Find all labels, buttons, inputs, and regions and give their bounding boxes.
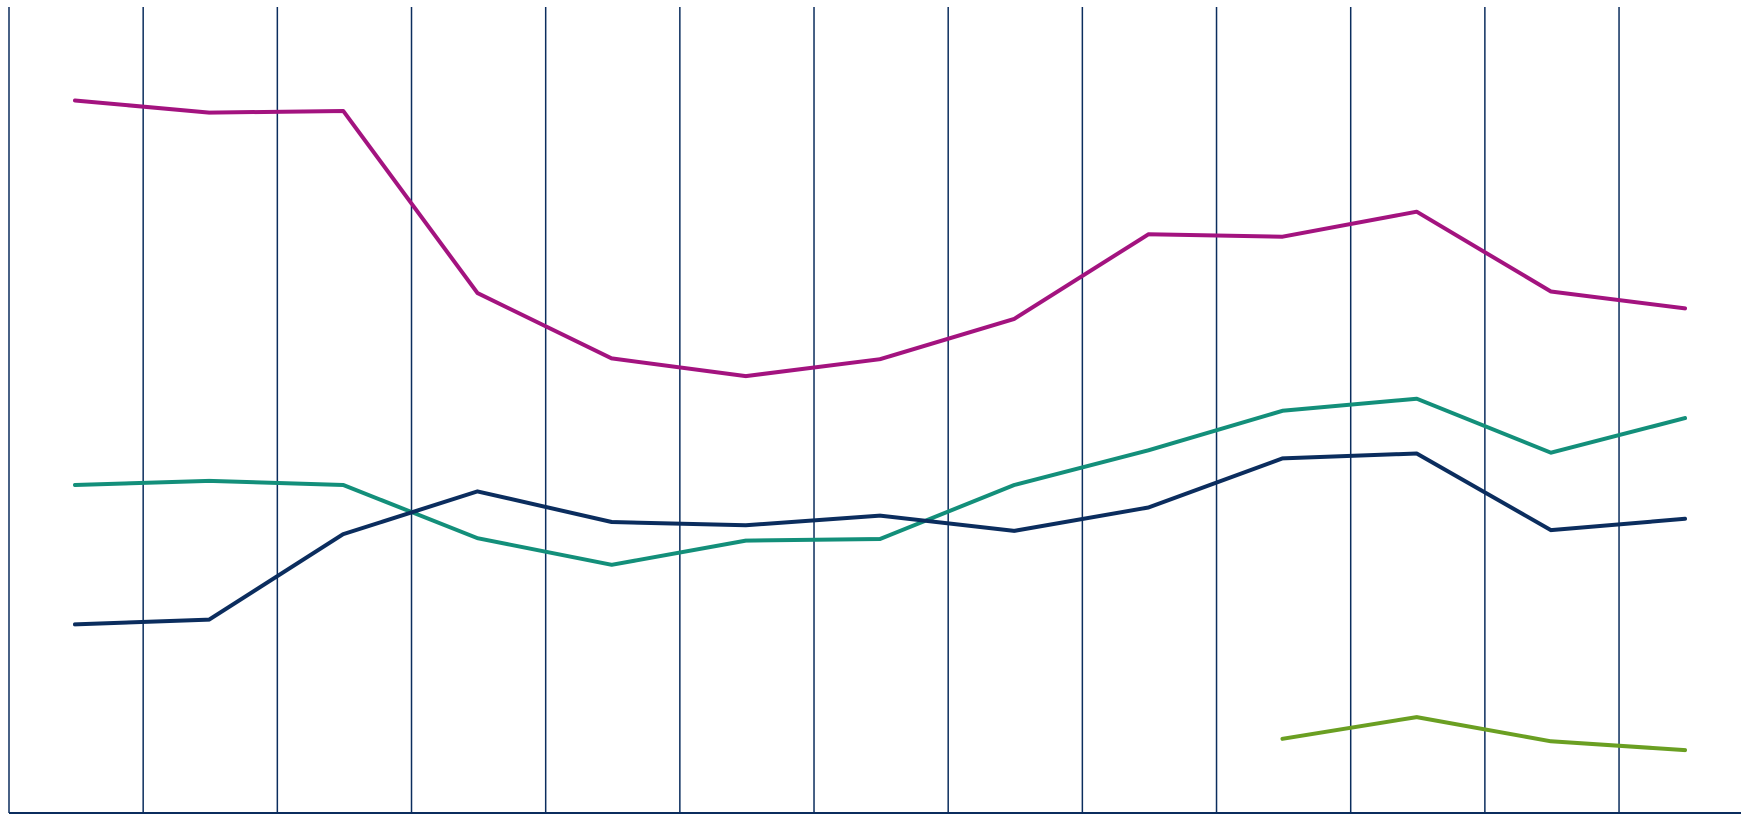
vertical-gridlines: [8, 7, 1620, 813]
series-line-2: [73, 396, 1687, 567]
series-line-4: [1280, 715, 1687, 753]
series-line-3: [73, 451, 1687, 627]
series-lines: [73, 98, 1687, 753]
series-line-1: [73, 98, 1687, 379]
